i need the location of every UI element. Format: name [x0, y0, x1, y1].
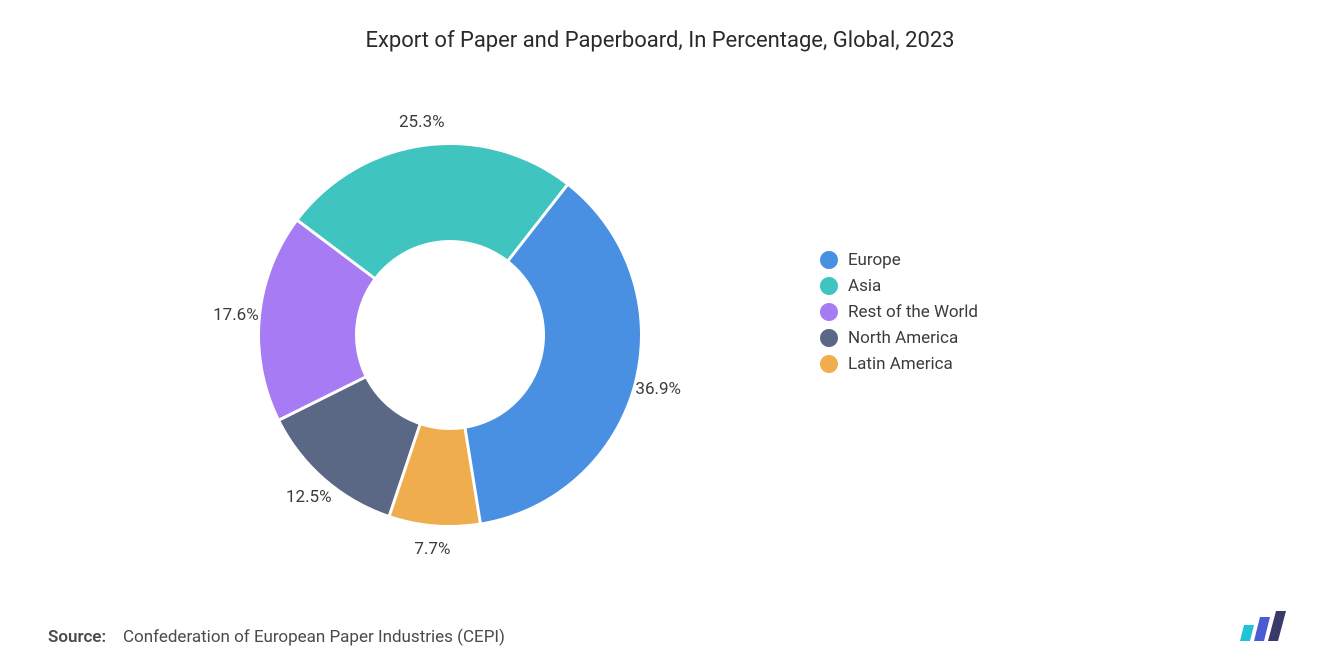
legend-item: Rest of the World [820, 302, 978, 322]
brand-logo [1238, 611, 1292, 649]
legend-label: North America [848, 328, 958, 348]
source-line: Source: Confederation of European Paper … [48, 627, 505, 647]
legend-item: North America [820, 328, 978, 348]
legend-item: Latin America [820, 354, 978, 374]
chart-title: Export of Paper and Paperboard, In Perce… [0, 0, 1320, 53]
slice-label: 36.9% [635, 379, 681, 399]
legend-swatch [820, 355, 838, 373]
legend-swatch [820, 329, 838, 347]
legend-item: Asia [820, 276, 978, 296]
legend-item: Europe [820, 250, 978, 270]
source-label: Source: [48, 627, 106, 647]
legend-label: Asia [848, 276, 881, 296]
legend-swatch [820, 303, 838, 321]
legend-swatch [820, 251, 838, 269]
chart-area: 36.9% 7.7% 12.5% 17.6% 25.3% Europe Asia Rest … [0, 100, 1320, 580]
donut-chart: 36.9% 7.7% 12.5% 17.6% 25.3% [170, 100, 730, 570]
slice-label: 7.7% [414, 539, 450, 559]
legend-label: Rest of the World [848, 302, 978, 322]
legend: Europe Asia Rest of the World North America… [820, 250, 978, 380]
source-text: Confederation of European Paper Industri… [123, 627, 505, 647]
legend-label: Latin America [848, 354, 953, 374]
slice-label: 17.6% [213, 305, 259, 325]
slice-label: 25.3% [399, 112, 445, 132]
legend-swatch [820, 277, 838, 295]
slice-label: 12.5% [286, 487, 332, 507]
legend-label: Europe [848, 250, 901, 270]
